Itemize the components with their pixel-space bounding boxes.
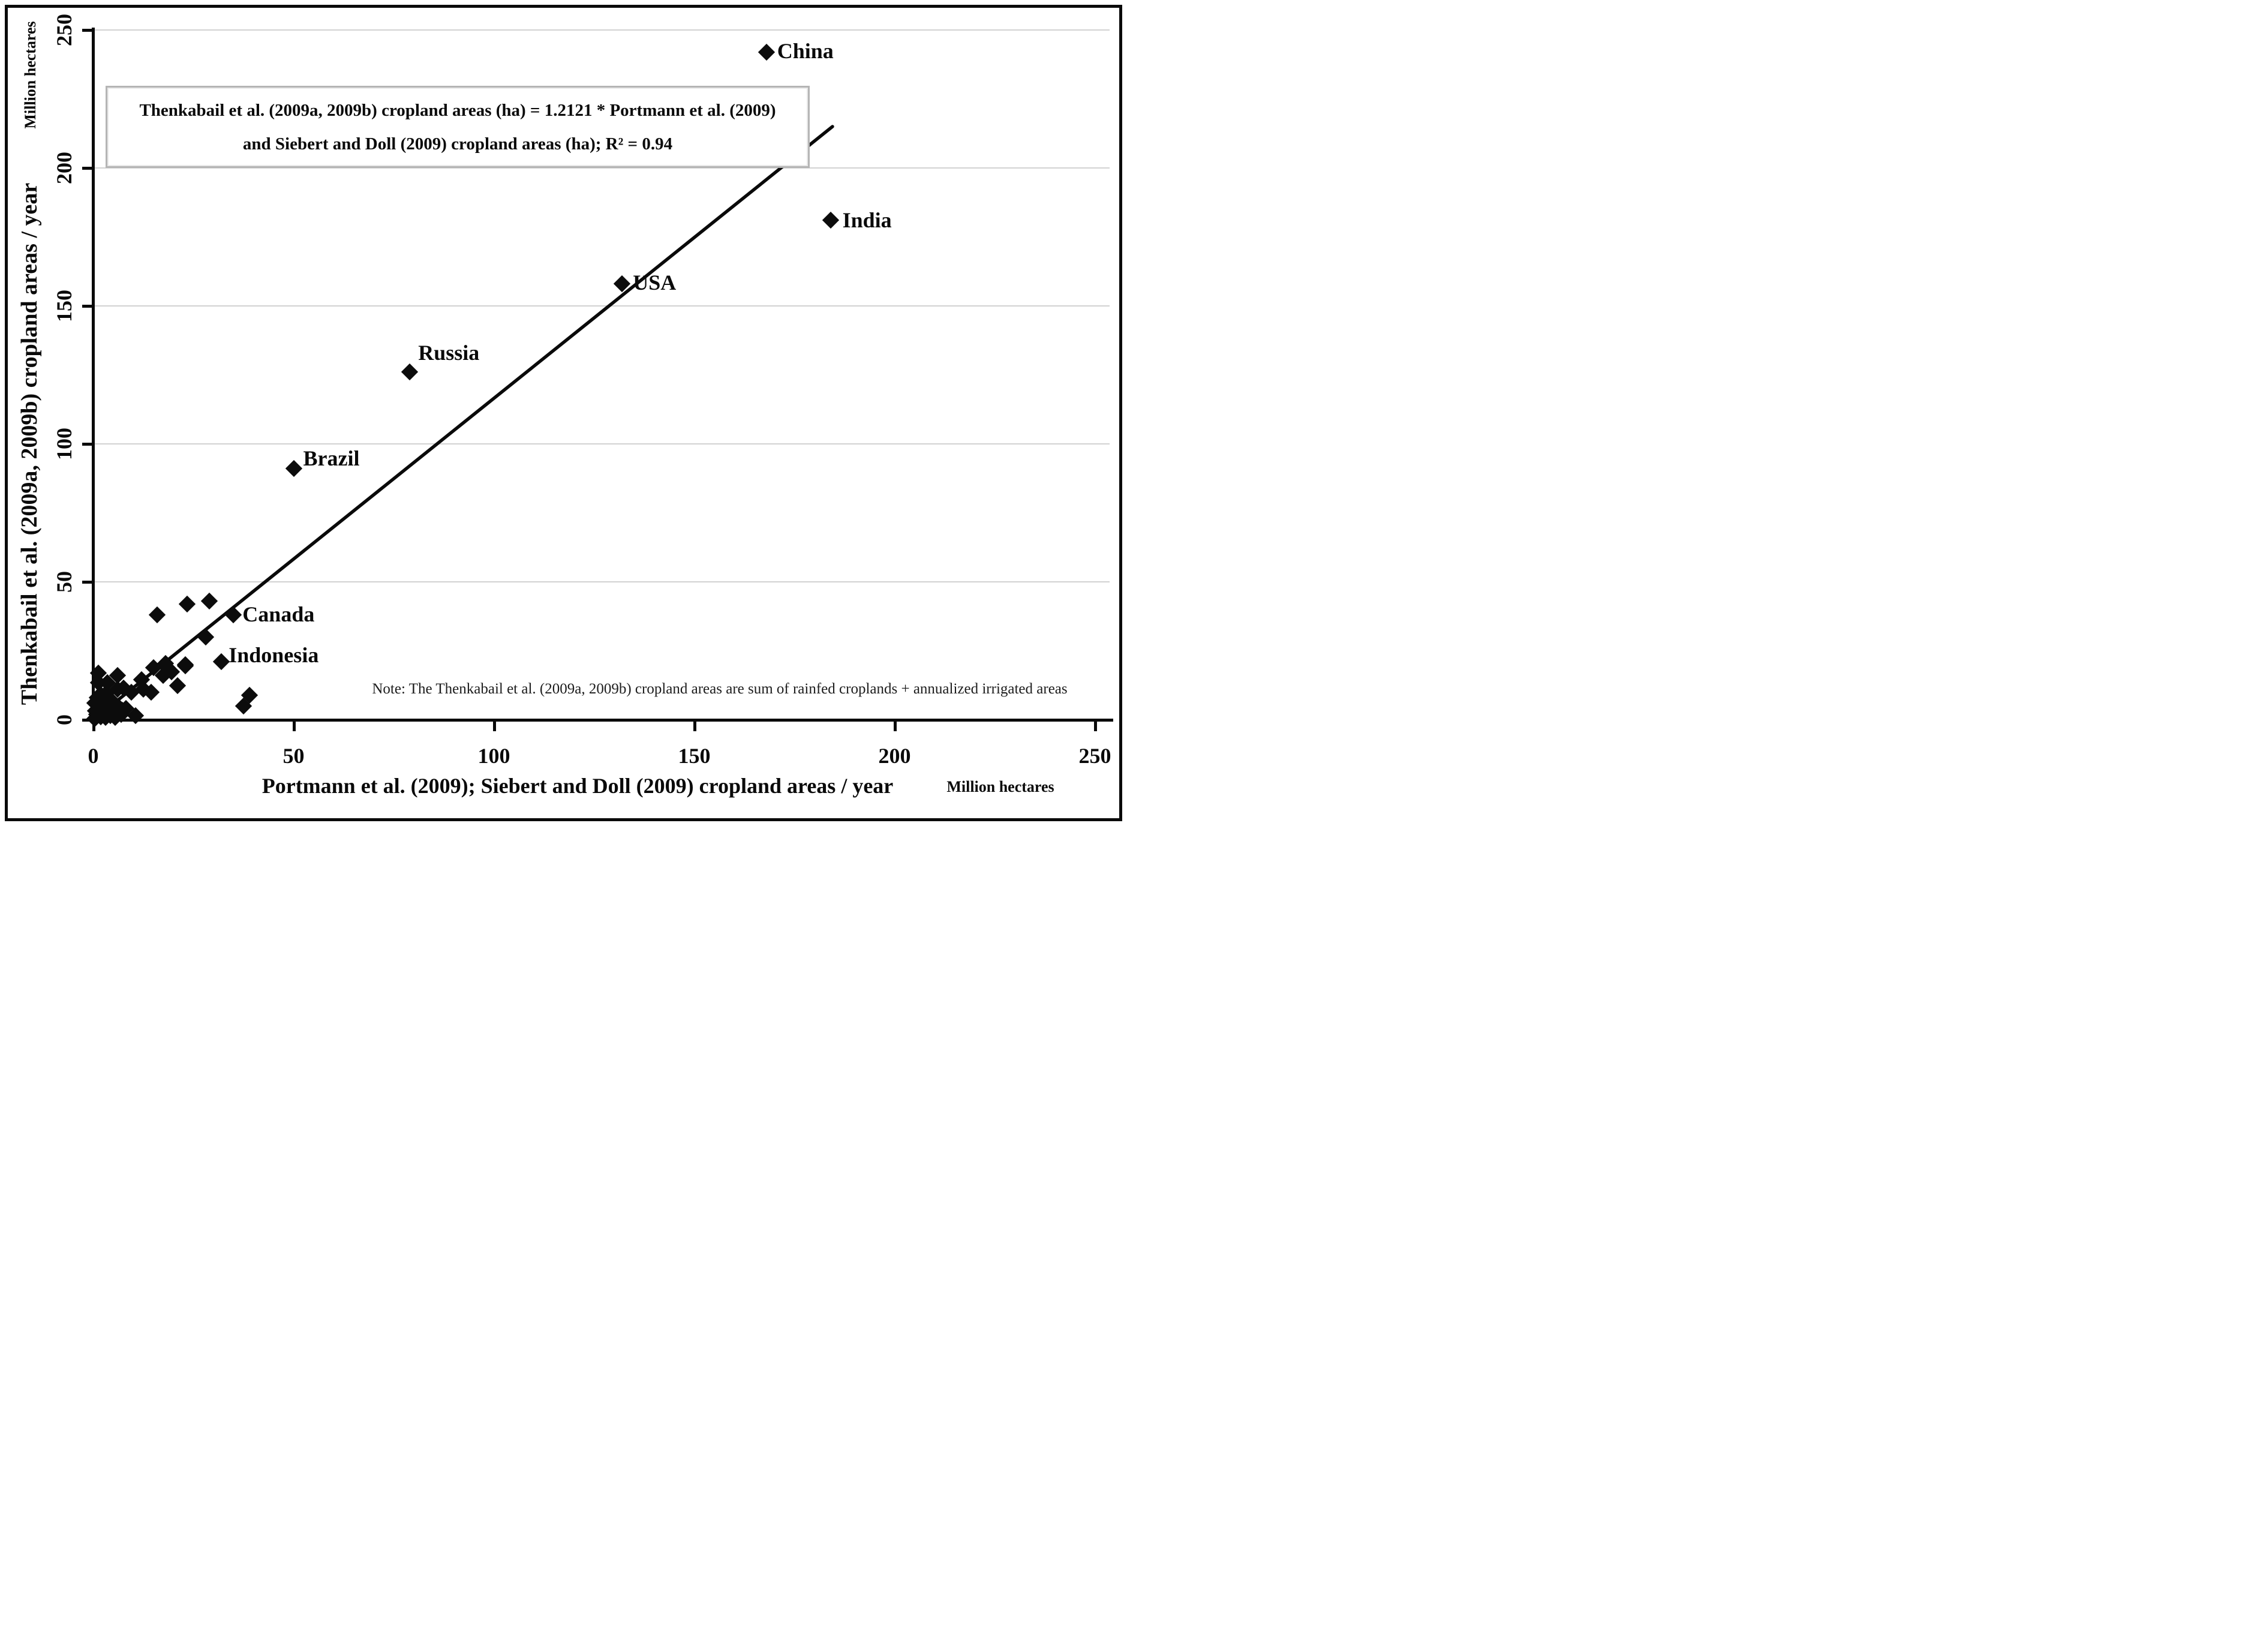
data-point-china	[758, 43, 775, 61]
x-tick-label-0: 0	[88, 744, 99, 768]
y-tick-label-150: 150	[52, 290, 76, 322]
y-tick-50	[82, 581, 93, 584]
data-point-canada	[225, 606, 242, 624]
x-axis-title: Portmann et al. (2009); Siebert and Doll…	[262, 774, 894, 798]
y-tick-100	[82, 443, 93, 446]
y-axis-line	[92, 28, 95, 722]
y-tick-150	[82, 305, 93, 308]
point-label-indonesia: Indonesia	[229, 643, 319, 668]
equation-line-1: Thenkabail et al. (2009a, 2009b) croplan…	[139, 101, 776, 120]
x-tick-label-150: 150	[678, 744, 711, 768]
x-tick-label-100: 100	[477, 744, 510, 768]
x-axis-unit-label: Million hectares	[946, 778, 1054, 795]
point-label-usa: USA	[633, 271, 677, 295]
x-tick-150	[693, 722, 696, 731]
scatter-figure: 0 0 50 50 100 100 150 150 200 200 250 250 China Indi…	[0, 0, 1127, 826]
gridline-y-250	[95, 29, 1110, 31]
data-point-india	[822, 212, 839, 229]
equation-line-2: and Siebert and Doll (2009) cropland are…	[242, 134, 673, 154]
gridline-y-150	[95, 305, 1110, 307]
x-tick-250	[1093, 722, 1097, 731]
y-tick-label-250: 250	[52, 14, 76, 46]
y-tick-label-50: 50	[52, 571, 76, 593]
data-point-indonesia	[213, 653, 230, 671]
point-label-canada: Canada	[242, 602, 315, 627]
data-point-russia	[401, 364, 419, 381]
point-label-russia: Russia	[418, 341, 480, 365]
note-text: Note: The Thenkabail et al. (2009a, 2009…	[372, 681, 1068, 697]
x-tick-50	[292, 722, 296, 731]
data-point	[179, 595, 196, 612]
x-tick-label-200: 200	[878, 744, 911, 768]
data-point-usa	[614, 275, 631, 293]
data-point	[201, 593, 218, 610]
gridline-y-100	[95, 443, 1110, 444]
x-tick-200	[893, 722, 897, 731]
data-point	[176, 656, 194, 674]
point-label-brazil: Brazil	[303, 446, 360, 471]
point-label-india: India	[842, 208, 892, 233]
x-tick-label-50: 50	[282, 744, 305, 768]
x-axis-line	[92, 719, 1113, 722]
data-point-brazil	[285, 460, 302, 477]
y-tick-200	[82, 167, 93, 170]
gridline-y-50	[95, 581, 1110, 582]
x-tick-label-250: 250	[1078, 744, 1111, 768]
y-tick-label-200: 200	[52, 152, 76, 184]
x-tick-100	[492, 722, 496, 731]
y-tick-label-0: 0	[52, 714, 76, 725]
data-point	[197, 628, 214, 646]
figure-border: 0 0 50 50 100 100 150 150 200 200 250 250 China Indi…	[5, 5, 1122, 821]
equation-box: Thenkabail et al. (2009a, 2009b) croplan…	[106, 86, 810, 168]
y-tick-label-100: 100	[52, 428, 76, 460]
y-tick-250	[82, 29, 93, 32]
point-label-china: China	[777, 38, 834, 63]
data-point	[149, 606, 166, 624]
